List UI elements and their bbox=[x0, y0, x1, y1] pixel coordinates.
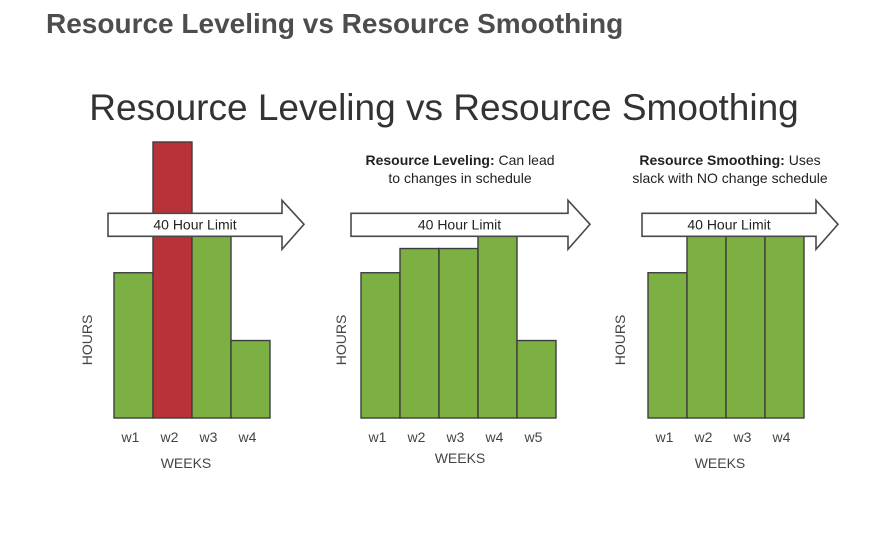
annotation-bold: Resource Leveling: bbox=[365, 152, 494, 168]
annotation-rest: Can lead bbox=[495, 152, 555, 168]
tick-label-w1: w1 bbox=[368, 429, 387, 445]
bar-w1 bbox=[360, 272, 401, 419]
tick-label-w1: w1 bbox=[121, 429, 140, 445]
bar-w2 bbox=[399, 247, 440, 419]
x-axis-label: WEEKS bbox=[161, 455, 212, 471]
tick-label-w4: w4 bbox=[238, 429, 257, 445]
bar-w4 bbox=[477, 223, 518, 419]
tick-label-w3: w3 bbox=[446, 429, 465, 445]
limit-arrow bbox=[641, 198, 840, 252]
chart-panel-2: 40 Hour Limit Resource Leveling: Can lead… bbox=[333, 152, 592, 466]
limit-arrow bbox=[350, 198, 592, 252]
tick-label-w1: w1 bbox=[655, 429, 674, 445]
chart-panel-1: 40 Hour Limit w1 w2 w3 w4 WEEKS HOURS bbox=[79, 141, 306, 471]
bar-w3 bbox=[725, 223, 766, 419]
tick-label-w5: w5 bbox=[524, 429, 543, 445]
limit-label: 40 Hour Limit bbox=[418, 216, 501, 232]
tick-label-w4: w4 bbox=[772, 429, 791, 445]
tick-label-w2: w2 bbox=[694, 429, 713, 445]
limit-arrow bbox=[107, 198, 306, 252]
tick-label-w3: w3 bbox=[733, 429, 752, 445]
limit-label: 40 Hour Limit bbox=[153, 216, 236, 232]
annotation-line-2: slack with NO change schedule bbox=[632, 170, 828, 186]
annotation-line-1: Resource Leveling: Can lead bbox=[365, 152, 554, 168]
y-axis-label: HOURS bbox=[612, 315, 628, 366]
bar-w2 bbox=[686, 223, 727, 419]
limit-label: 40 Hour Limit bbox=[687, 216, 770, 232]
annotation-bold: Resource Smoothing: bbox=[639, 152, 784, 168]
x-axis-label: WEEKS bbox=[435, 450, 486, 466]
tick-label-w4: w4 bbox=[485, 429, 504, 445]
bar-w3 bbox=[191, 223, 232, 419]
figure-title: Resource Leveling vs Resource Smoothing bbox=[89, 87, 799, 128]
annotation-rest: Uses bbox=[785, 152, 821, 168]
y-axis-label: HOURS bbox=[333, 315, 349, 366]
y-axis-label: HOURS bbox=[79, 315, 95, 366]
bar-w4 bbox=[764, 223, 805, 419]
bar-w4 bbox=[230, 339, 271, 419]
tick-label-w2: w2 bbox=[407, 429, 426, 445]
bar-w2 bbox=[152, 141, 193, 419]
annotation-line-2: to changes in schedule bbox=[388, 170, 531, 186]
page-heading: Resource Leveling vs Resource Smoothing bbox=[46, 8, 624, 39]
annotation-line-1: Resource Smoothing: Uses bbox=[639, 152, 820, 168]
bar-w5 bbox=[516, 339, 557, 419]
tick-label-w3: w3 bbox=[199, 429, 218, 445]
bar-w3 bbox=[438, 247, 479, 419]
chart-panel-3: 40 Hour Limit Resource Smoothing: Uses sla… bbox=[612, 152, 840, 471]
x-axis-label: WEEKS bbox=[695, 455, 746, 471]
bar-w1 bbox=[647, 272, 688, 419]
bar-w1 bbox=[113, 272, 154, 419]
tick-label-w2: w2 bbox=[160, 429, 179, 445]
